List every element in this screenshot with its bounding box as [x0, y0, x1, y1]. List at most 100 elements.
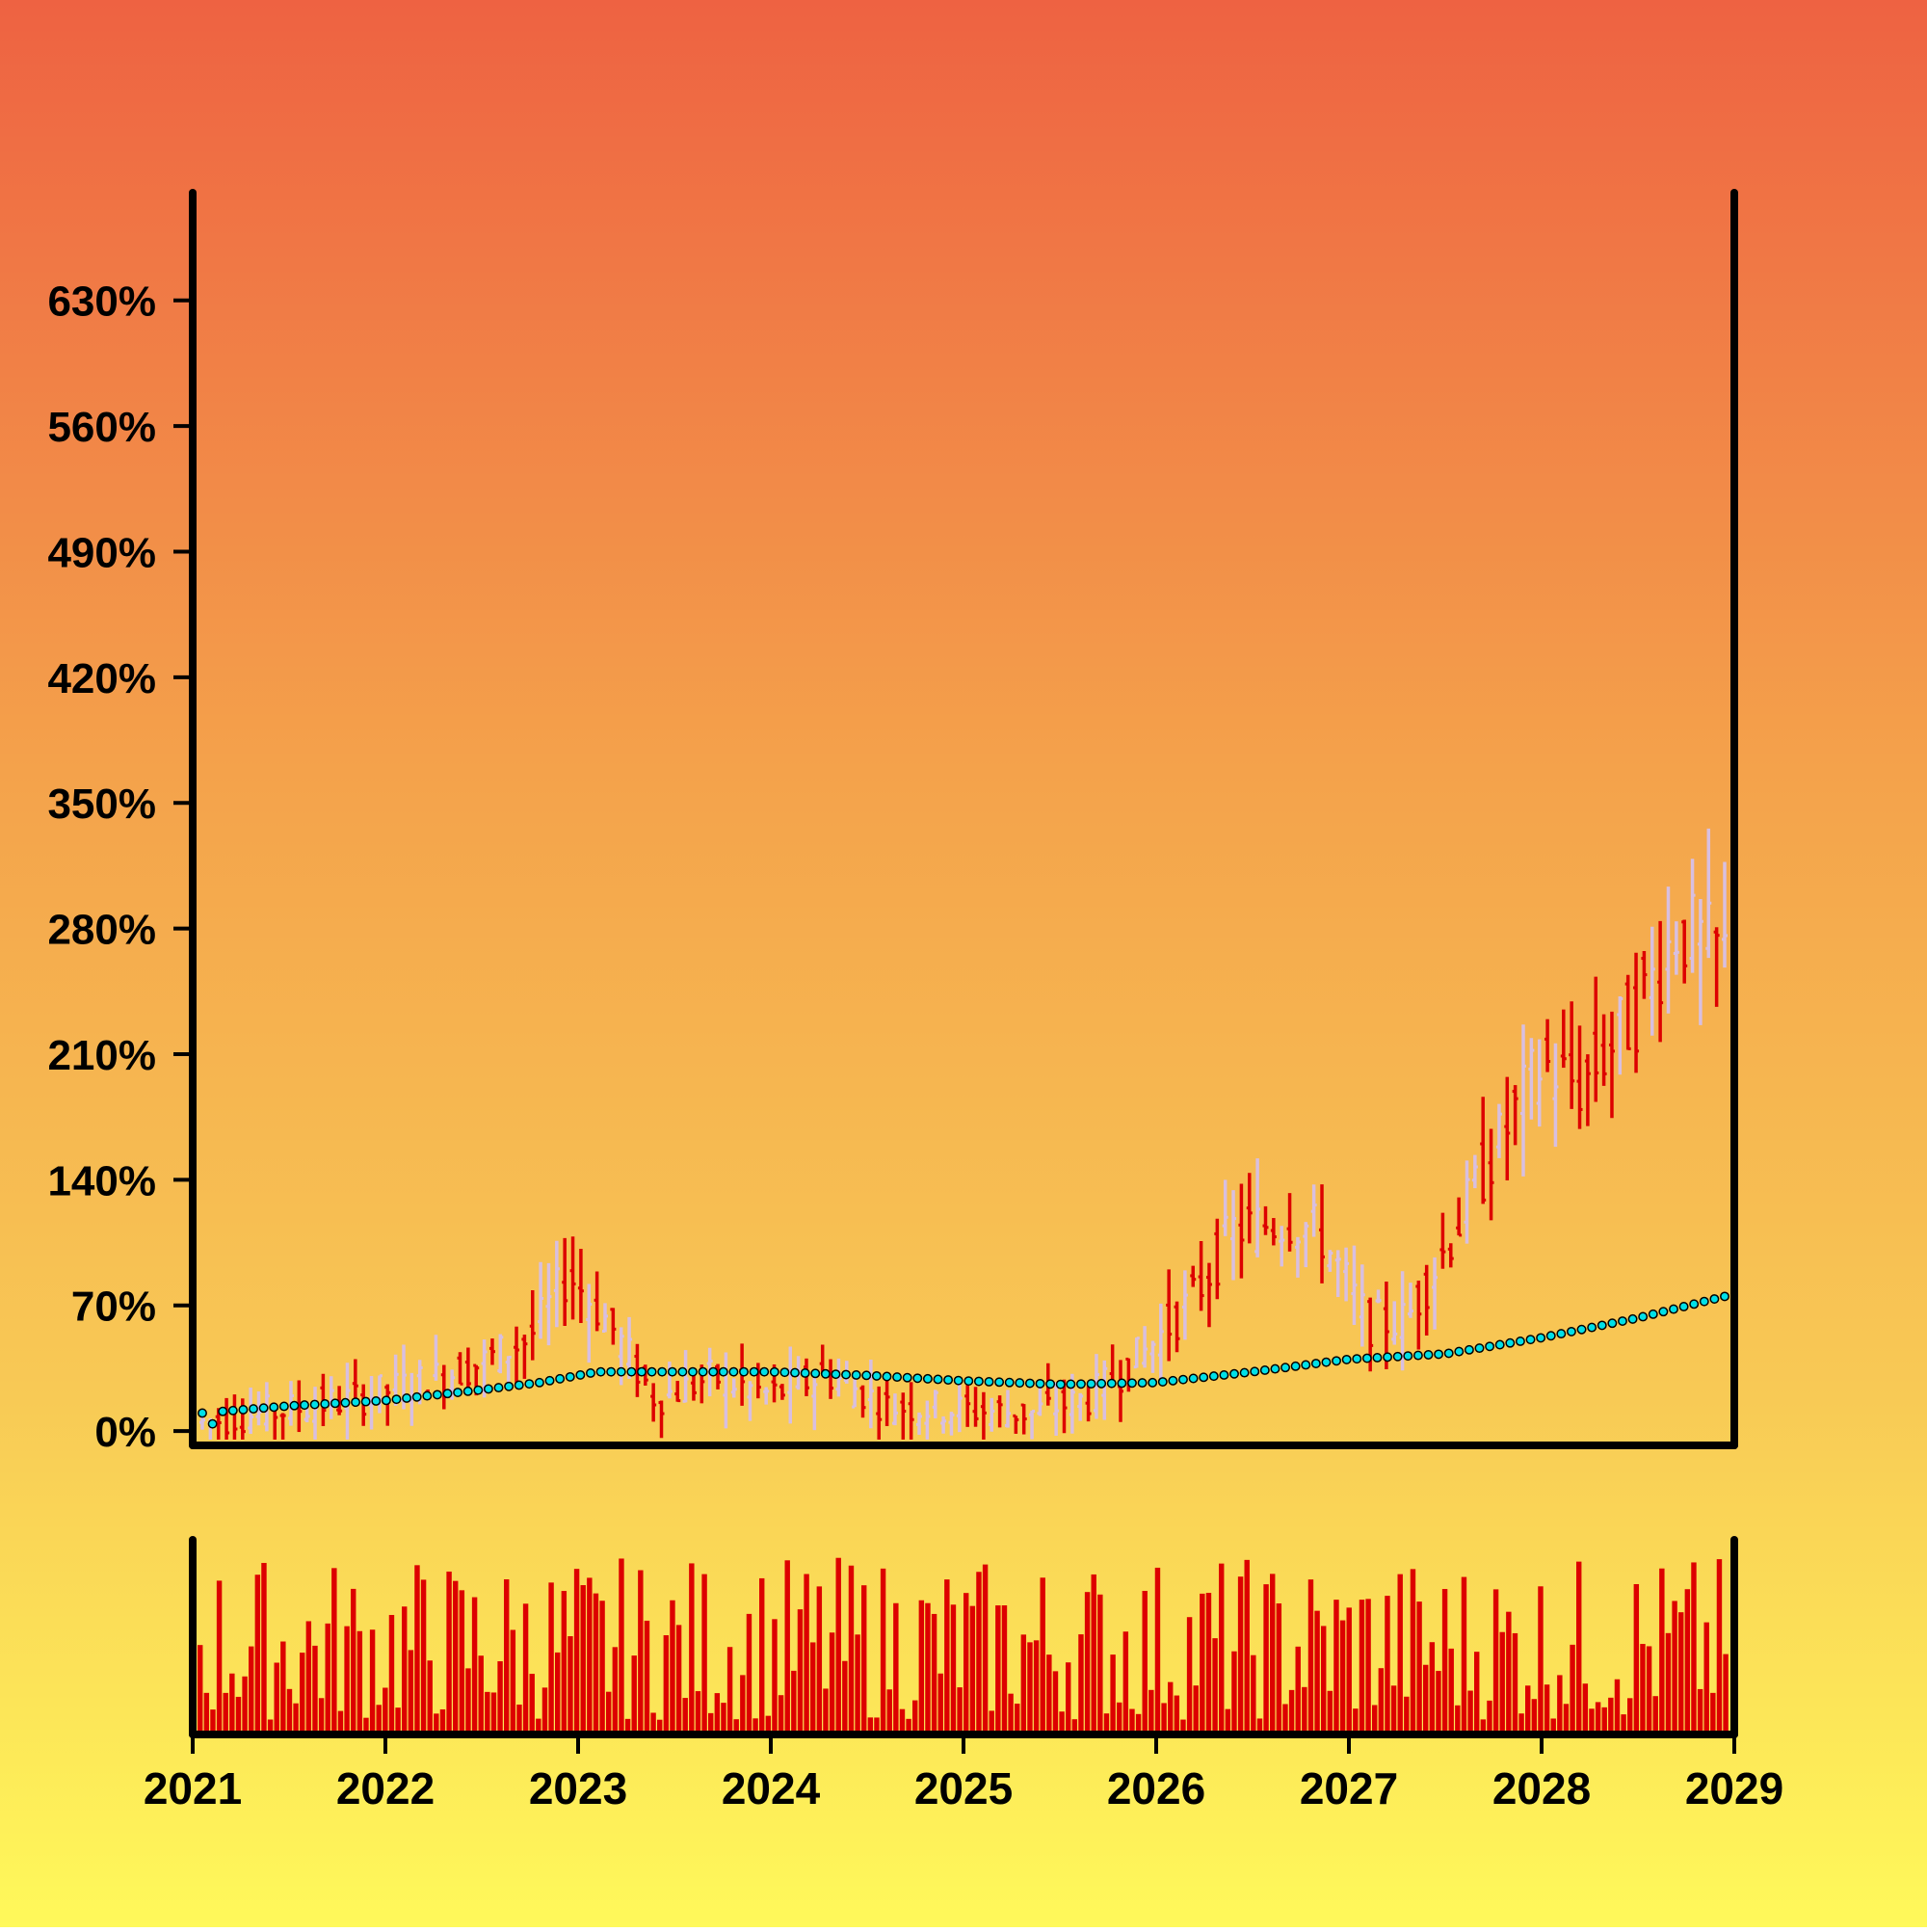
moving-average-point — [534, 1377, 544, 1388]
volume-bar — [434, 1713, 439, 1734]
volume-bar — [1487, 1700, 1492, 1734]
volume-bar — [1110, 1654, 1116, 1734]
volume-bar — [1467, 1690, 1473, 1734]
volume-bar — [848, 1565, 855, 1734]
moving-average-point — [1618, 1316, 1627, 1327]
volume-bar — [1251, 1654, 1256, 1734]
volume-bar — [351, 1588, 356, 1734]
moving-average-point — [227, 1405, 238, 1416]
moving-average-point — [1383, 1352, 1393, 1363]
volume-bar — [1461, 1576, 1467, 1734]
volume-bar — [886, 1689, 892, 1734]
moving-average-point — [728, 1366, 739, 1377]
moving-average-point — [820, 1368, 831, 1379]
volume-bar — [465, 1668, 471, 1734]
volume-bar — [861, 1585, 867, 1734]
moving-average-point — [841, 1369, 852, 1380]
volume-bar — [1492, 1589, 1499, 1734]
volume-bar — [708, 1712, 714, 1734]
volume-bar — [1621, 1714, 1626, 1734]
volume-bar — [1390, 1685, 1397, 1734]
moving-average-series — [198, 1291, 1729, 1429]
moving-average-point — [1720, 1291, 1729, 1302]
volume-bar — [989, 1710, 994, 1734]
volume-bar — [1097, 1594, 1103, 1734]
moving-average-point — [647, 1366, 657, 1377]
moving-average-point — [810, 1368, 821, 1379]
moving-average-point — [1188, 1373, 1199, 1384]
volume-bar — [1506, 1611, 1512, 1734]
volume-bar — [1697, 1688, 1703, 1734]
volume-bar — [1385, 1596, 1390, 1734]
moving-average-point — [1403, 1351, 1413, 1362]
volume-bar — [1353, 1708, 1359, 1734]
moving-average-point — [1434, 1349, 1444, 1360]
volume-bar — [957, 1687, 963, 1734]
volume-bar — [899, 1708, 906, 1734]
volume-bar — [1148, 1689, 1154, 1734]
moving-average-point — [984, 1376, 994, 1387]
volume-bar — [969, 1605, 976, 1734]
moving-average-point — [1412, 1350, 1423, 1361]
volume-bar — [331, 1568, 337, 1734]
volume-bar — [657, 1719, 663, 1734]
volume-bar — [300, 1653, 305, 1734]
volume-bar — [510, 1629, 516, 1734]
volume-bar — [1059, 1711, 1065, 1734]
moving-average-point — [1015, 1378, 1025, 1389]
moving-average-point — [698, 1366, 708, 1377]
x-tick-label: 2027 — [1300, 1763, 1398, 1813]
volume-bar — [1576, 1561, 1582, 1734]
moving-average-point — [973, 1376, 984, 1387]
volume-bar — [982, 1564, 989, 1734]
volume-bar — [453, 1580, 459, 1734]
y-tick-label: 140% — [47, 1157, 156, 1204]
volume-bar — [1608, 1697, 1614, 1734]
volume-bar — [1455, 1705, 1461, 1734]
moving-average-point — [351, 1397, 361, 1408]
volume-bar — [606, 1691, 612, 1734]
moving-average-point — [953, 1375, 964, 1386]
moving-average-point — [1566, 1326, 1576, 1337]
volume-bar — [1672, 1601, 1677, 1734]
volume-bar — [1052, 1671, 1059, 1734]
volume-bar — [580, 1585, 586, 1734]
volume-bar — [478, 1655, 484, 1734]
moving-average-point — [1423, 1350, 1434, 1360]
moving-average-point — [616, 1366, 626, 1377]
moving-average-point — [861, 1370, 872, 1381]
x-tick-label: 2021 — [144, 1763, 242, 1813]
volume-bar — [1531, 1699, 1538, 1734]
volume-bar — [1027, 1642, 1033, 1734]
x-tick-label: 2025 — [914, 1763, 1013, 1813]
moving-average-point — [1464, 1344, 1474, 1355]
moving-average-point — [1638, 1311, 1649, 1322]
moving-average-point — [595, 1366, 606, 1377]
volume-bar — [906, 1718, 911, 1734]
volume-bar — [1244, 1559, 1250, 1734]
moving-average-point — [1024, 1378, 1035, 1389]
moving-average-point — [1066, 1379, 1076, 1389]
moving-average-point — [278, 1401, 289, 1412]
moving-average-point — [555, 1373, 566, 1384]
volume-bar — [388, 1614, 395, 1734]
moving-average-point — [1545, 1331, 1556, 1341]
volume-bar — [369, 1629, 376, 1734]
y-tick-label: 280% — [47, 907, 156, 954]
volume-bar — [1423, 1664, 1429, 1734]
moving-average-point — [1055, 1379, 1066, 1389]
moving-average-point — [1290, 1361, 1301, 1371]
moving-average-point — [402, 1393, 412, 1403]
volume-bar — [383, 1687, 388, 1734]
volume-bar — [1219, 1563, 1225, 1734]
volume-bar — [420, 1579, 427, 1734]
volume-bar — [1091, 1574, 1096, 1734]
x-tick-label: 2026 — [1107, 1763, 1205, 1813]
volume-bar — [242, 1676, 248, 1734]
y-tick-label: 490% — [47, 529, 156, 576]
y-tick-label: 0% — [94, 1409, 156, 1456]
moving-average-point — [1372, 1353, 1383, 1363]
volume-bar — [638, 1570, 644, 1734]
